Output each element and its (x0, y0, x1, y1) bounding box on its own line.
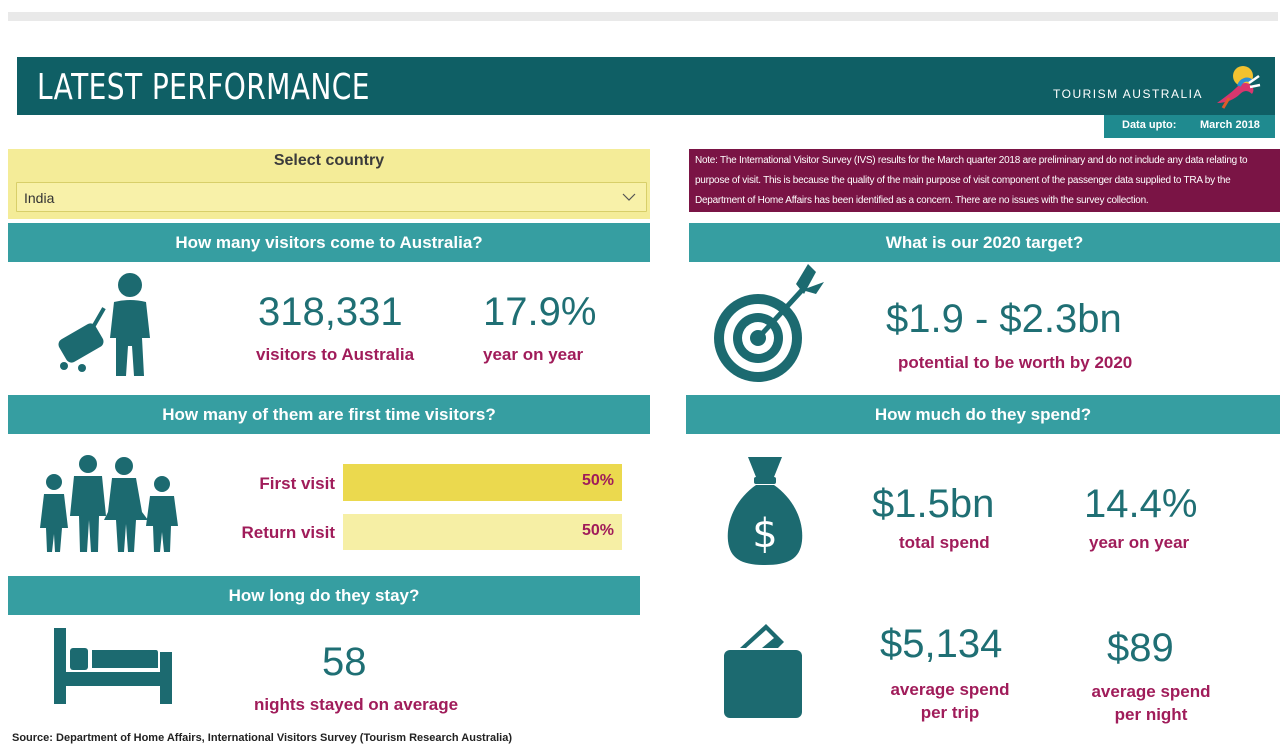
page-title: LATEST PERFORMANCE (37, 67, 370, 108)
visitor-growth-label: year on year (483, 345, 584, 364)
family-icon (40, 455, 178, 552)
target-label: potential to be worth by 2020 (898, 353, 1133, 372)
bed-icon (54, 628, 172, 704)
spend-per-night-label-1: average spend (1091, 682, 1211, 701)
total-spend: $1.5bn (872, 482, 995, 526)
chevron-down-icon[interactable] (620, 188, 638, 206)
country-select[interactable]: India (16, 182, 647, 212)
return-visit-bar-fill (343, 514, 622, 550)
top-scroll-strip (8, 12, 1278, 21)
spend-per-trip-label-1: average spend (890, 680, 1010, 699)
spend-per-trip-label-2: per trip (920, 703, 980, 722)
return-visit-label: Return visit (241, 523, 335, 542)
spend-growth: 14.4% (1084, 482, 1198, 526)
brand-logo: TOURISM AUSTRALIA (1043, 63, 1263, 111)
target-value: $1.9 - $2.3bn (886, 297, 1122, 341)
spend-heading: How much do they spend? (686, 395, 1280, 434)
country-select-value: India (24, 190, 55, 206)
source-footnote: Source: Department of Home Affairs, Inte… (12, 732, 513, 744)
data-upto-label: Data upto: (1122, 119, 1177, 131)
traveller-with-luggage-icon (58, 273, 150, 376)
note-text: Note: The International Visitor Survey (… (695, 155, 1248, 206)
target-dartboard-icon (714, 264, 824, 382)
spend-per-night-label-2: per night (1114, 705, 1188, 724)
data-upto-value: March 2018 (1200, 119, 1260, 131)
spend-per-trip: $5,134 (880, 622, 1003, 666)
country-filter: Select country India (8, 149, 650, 219)
first-visit-label: First visit (259, 474, 335, 493)
return-visit-value: 50% (581, 522, 614, 539)
spend-per-night: $89 (1107, 626, 1174, 670)
first-time-heading: How many of them are first time visitors… (8, 395, 650, 434)
visitors-heading: How many visitors come to Australia? (8, 223, 650, 262)
return-visit-bar: 50% (343, 514, 622, 550)
brand-name: TOURISM AUSTRALIA (1053, 87, 1203, 101)
page-banner: LATEST PERFORMANCE TOURISM AUSTRALIA (17, 57, 1275, 115)
visitor-count-label: visitors to Australia (256, 345, 415, 364)
nights-stayed-label: nights stayed on average (254, 695, 459, 714)
visitor-count: 318,331 (258, 290, 403, 334)
kangaroo-logo-icon (1217, 66, 1261, 109)
wallet-icon (724, 624, 802, 718)
total-spend-label: total spend (899, 533, 990, 552)
visitor-growth: 17.9% (483, 290, 597, 334)
first-visit-bar-fill (343, 464, 622, 501)
preliminary-data-note: Note: The International Visitor Survey (… (689, 149, 1280, 212)
svg-text:$: $ (752, 511, 777, 557)
nights-stayed: 58 (322, 640, 367, 684)
data-upto-badge: Data upto: March 2018 (1104, 115, 1275, 138)
spend-growth-label: year on year (1089, 533, 1190, 552)
first-visit-bar: 50% (343, 464, 622, 501)
first-visit-value: 50% (581, 472, 614, 489)
stay-heading: How long do they stay? (8, 576, 640, 615)
target-heading: What is our 2020 target? (689, 223, 1280, 262)
country-filter-label: Select country (273, 152, 385, 169)
money-bag-icon: $ (727, 457, 803, 565)
